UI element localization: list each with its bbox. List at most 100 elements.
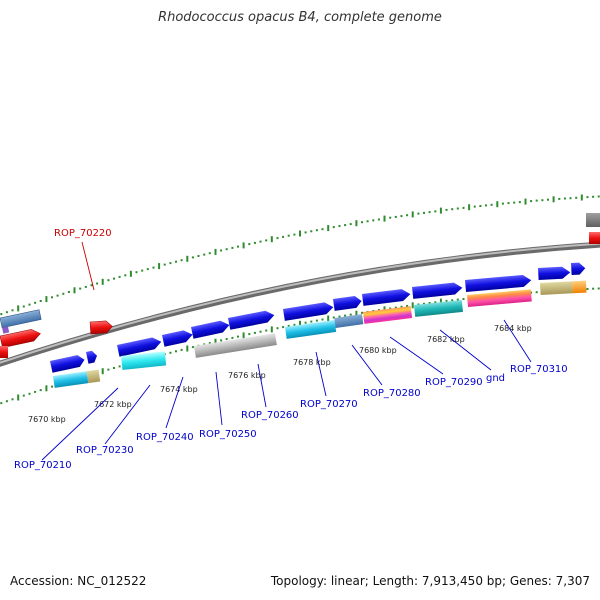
minor-tick	[237, 245, 239, 248]
minor-tick	[547, 198, 549, 201]
minor-tick	[507, 202, 510, 205]
gene-feature[interactable]	[283, 301, 334, 321]
minor-tick	[332, 226, 335, 229]
minor-tick	[11, 398, 14, 401]
minor-tick	[462, 298, 465, 300]
minor-tick	[304, 231, 307, 234]
gene-feature[interactable]	[571, 262, 586, 275]
minor-tick	[180, 348, 183, 351]
minor-tick	[462, 206, 465, 209]
major-tick	[552, 196, 555, 203]
gene-label[interactable]: ROP_70270	[300, 399, 358, 410]
scale-label: 7680 kbp	[359, 346, 397, 355]
gene-label[interactable]: ROP_70230	[76, 445, 134, 456]
gene-feature[interactable]	[414, 299, 463, 317]
gene-feature[interactable]	[586, 213, 600, 227]
minor-tick	[276, 237, 279, 240]
gene-feature[interactable]	[363, 306, 413, 324]
gene-feature[interactable]	[50, 354, 86, 373]
minor-tick	[175, 260, 177, 263]
minor-tick	[39, 300, 42, 302]
gene-feature[interactable]	[86, 350, 98, 364]
gene-label[interactable]: ROP_70290	[425, 377, 483, 388]
minor-tick	[34, 301, 37, 304]
major-tick	[299, 230, 301, 237]
minor-tick	[169, 262, 172, 265]
minor-tick	[293, 233, 296, 236]
gene-feature[interactable]	[162, 329, 194, 347]
minor-tick	[28, 392, 31, 395]
major-tick	[524, 198, 527, 205]
major-tick	[411, 211, 414, 218]
gene-feature[interactable]	[228, 309, 275, 330]
minor-tick	[56, 294, 59, 297]
minor-tick	[51, 385, 53, 388]
minor-tick	[225, 338, 228, 341]
minor-tick	[113, 367, 115, 369]
minor-tick	[293, 323, 296, 326]
gene-label[interactable]: ROP_70250	[199, 429, 257, 440]
minor-tick	[530, 200, 533, 203]
major-tick	[270, 236, 273, 243]
gene-feature[interactable]	[117, 336, 163, 357]
minor-tick	[225, 248, 228, 251]
minor-tick	[0, 402, 3, 405]
minor-tick	[248, 333, 251, 336]
major-tick	[355, 310, 358, 317]
gene-feature[interactable]	[194, 333, 277, 358]
major-tick	[129, 270, 132, 277]
gene-label[interactable]: ROP_70310	[510, 364, 568, 375]
minor-tick	[208, 252, 211, 255]
gene-label[interactable]: ROP_70280	[363, 388, 421, 399]
gene-feature[interactable]	[333, 295, 362, 311]
minor-tick	[265, 239, 268, 242]
gene-feature[interactable]	[52, 369, 101, 388]
major-tick	[439, 207, 442, 214]
minor-tick	[203, 253, 206, 256]
major-tick	[299, 320, 301, 327]
minor-tick	[259, 240, 262, 243]
gene-row-lower	[50, 213, 600, 388]
gene-feature[interactable]	[191, 319, 231, 339]
major-tick	[496, 201, 499, 208]
gene-labels: ROP_70220 ROP_70210 ROP_70230 ROP_70240 …	[14, 228, 568, 471]
minor-tick	[563, 197, 566, 200]
minor-tick	[5, 311, 8, 314]
gene-feature[interactable]	[89, 320, 113, 335]
minor-tick	[377, 218, 380, 221]
minor-tick	[389, 216, 392, 219]
gene-feature[interactable]	[0, 328, 42, 349]
gene-feature[interactable]	[538, 266, 571, 280]
lower-tick-track	[0, 286, 600, 405]
gene-feature[interactable]	[362, 288, 411, 306]
gene-feature[interactable]	[467, 289, 532, 307]
gene-feature[interactable]	[285, 314, 364, 339]
major-tick	[214, 248, 217, 255]
gene-label[interactable]: ROP_70260	[241, 410, 299, 421]
minor-tick	[406, 305, 409, 307]
gene-feature[interactable]	[121, 351, 167, 370]
minor-tick	[321, 318, 324, 321]
gene-feature[interactable]	[465, 274, 532, 292]
minor-tick	[321, 228, 324, 231]
minor-tick	[22, 394, 25, 397]
minor-tick	[96, 282, 99, 285]
minor-tick	[406, 214, 409, 217]
gene-label[interactable]: ROP_70210	[14, 460, 72, 471]
minor-tick	[175, 350, 177, 353]
minor-tick	[265, 329, 268, 332]
minor-tick	[569, 197, 572, 200]
major-tick	[411, 302, 414, 309]
gene-label[interactable]: ROP_70240	[136, 432, 194, 443]
genome-backbone	[0, 241, 600, 367]
minor-tick	[394, 306, 397, 309]
gene-label[interactable]: ROP_70220	[54, 228, 112, 239]
minor-tick	[231, 246, 234, 249]
gene-feature[interactable]	[540, 280, 587, 295]
gene-feature[interactable]	[0, 309, 42, 334]
gene-feature[interactable]	[0, 346, 8, 358]
minor-tick	[490, 203, 493, 206]
gene-feature[interactable]	[589, 232, 600, 244]
gene-label[interactable]: gnd	[486, 373, 505, 384]
gene-feature[interactable]	[412, 282, 463, 299]
